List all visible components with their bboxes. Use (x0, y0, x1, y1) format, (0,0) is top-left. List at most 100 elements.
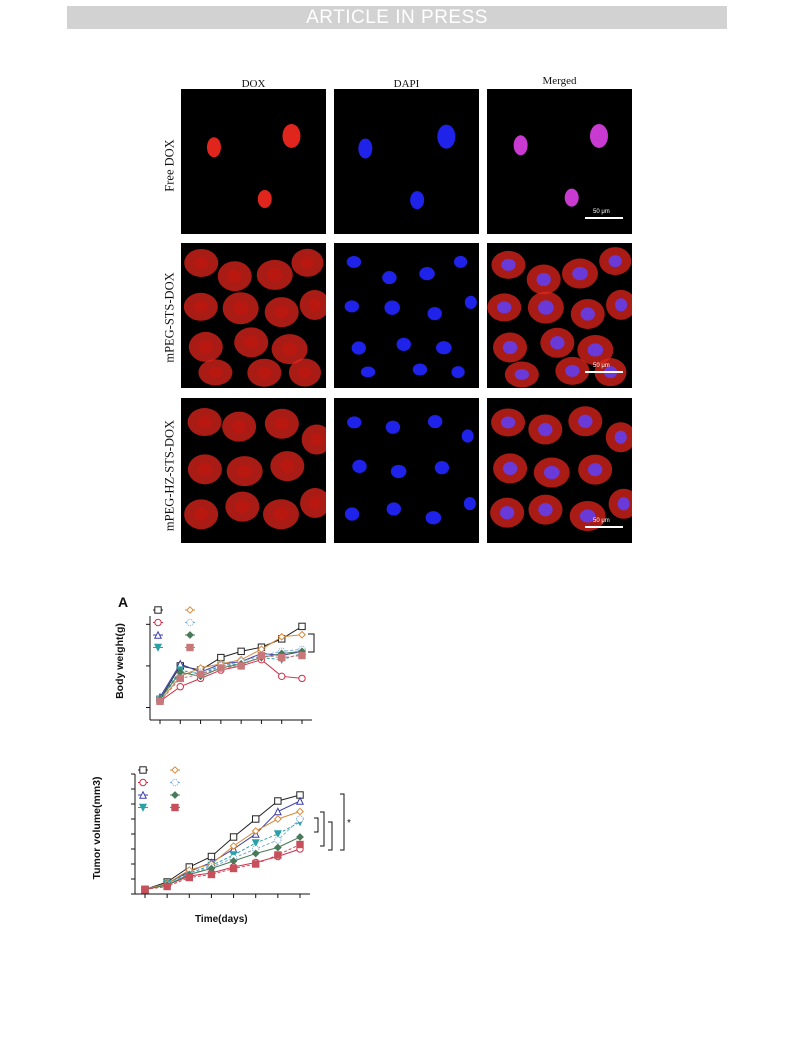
cell-nucleus (513, 135, 528, 156)
cell-nucleus (231, 420, 247, 434)
significance-bracket (320, 811, 325, 847)
cell-nucleus (617, 497, 630, 511)
cell-nucleus (235, 499, 250, 514)
series-line (144, 811, 301, 890)
cell-nucleus (193, 507, 209, 521)
cell-nucleus (308, 298, 321, 312)
cell-nucleus (587, 463, 603, 477)
cell-nucleus (193, 300, 209, 313)
cell-nucleus (344, 507, 360, 521)
data-point (207, 870, 216, 879)
cell-nucleus (451, 366, 465, 379)
data-point (229, 842, 238, 850)
cell-nucleus (608, 255, 622, 268)
data-point (251, 849, 260, 858)
data-point (252, 860, 260, 868)
cell-nucleus (538, 502, 553, 517)
cell-nucleus (453, 255, 468, 268)
data-point (274, 797, 282, 805)
cell-nucleus (347, 416, 362, 429)
data-point (295, 796, 305, 805)
cell-nucleus (208, 367, 223, 378)
data-point (296, 840, 304, 849)
cell-nucleus (385, 420, 401, 434)
data-point (154, 618, 162, 627)
cell-nucleus (536, 272, 551, 287)
cell-nucleus (587, 343, 604, 357)
data-point (186, 606, 194, 614)
column-title-merged: Merged (542, 75, 577, 87)
cell-nucleus (425, 511, 442, 525)
data-point (257, 651, 266, 660)
cell-nucleus (206, 137, 221, 158)
data-point (153, 630, 163, 639)
scale-bar-label: 50 μm (593, 363, 610, 369)
cell-nucleus (351, 341, 366, 355)
cell-nucleus (615, 298, 628, 312)
data-point (153, 643, 163, 652)
cell-nucleus (274, 417, 290, 431)
data-point (196, 670, 205, 678)
data-point (237, 662, 245, 670)
cell-nucleus (194, 256, 209, 269)
data-point (138, 803, 148, 812)
cell-nucleus (538, 300, 554, 315)
data-point (154, 606, 162, 614)
cell-nucleus (344, 300, 360, 313)
data-point (273, 830, 282, 839)
cell-nucleus (382, 271, 397, 285)
cell-nucleus (500, 416, 516, 429)
series-line (159, 648, 303, 700)
scale-bar (585, 371, 623, 373)
data-point (298, 630, 306, 639)
cell-nucleus (589, 123, 608, 148)
significance-bracket (308, 633, 315, 653)
cell-nucleus (514, 369, 530, 380)
cell-nucleus (243, 335, 259, 349)
cell-nucleus (390, 464, 407, 479)
data-point (229, 833, 238, 841)
cell-nucleus (352, 459, 367, 473)
cell-nucleus (427, 414, 443, 429)
cell-nucleus (578, 414, 593, 428)
cell-nucleus (502, 340, 518, 355)
cell-nucleus (410, 191, 425, 210)
column-title-dox: DOX (241, 78, 266, 90)
data-point (141, 885, 149, 894)
cell-nucleus (386, 502, 402, 516)
cell-nucleus (273, 507, 289, 521)
cell-nucleus (309, 496, 322, 510)
data-point (274, 836, 282, 844)
panel-letter-a: A (118, 594, 129, 610)
data-point (273, 815, 282, 823)
cell-nucleus (274, 305, 289, 319)
data-point (278, 653, 286, 662)
data-point (298, 651, 306, 660)
cell-nucleus (358, 138, 373, 159)
cell-nucleus (227, 269, 242, 283)
cell-nucleus (614, 430, 627, 444)
data-point (186, 631, 194, 639)
cell-nucleus (580, 307, 595, 321)
data-point (217, 664, 225, 672)
cell-nucleus (396, 337, 411, 351)
cell-nucleus (461, 429, 474, 443)
data-point (252, 815, 260, 823)
microscopy-panel-free-dox-dapi (334, 89, 479, 234)
microscopy-panel-free-dox-dox (181, 89, 326, 234)
cell-nucleus (300, 256, 315, 269)
cell-nucleus (538, 422, 553, 437)
time-axis-label: Time(days) (195, 914, 248, 925)
microscopy-panel-mpeg-sts-dox-merged: 50 μm (487, 243, 632, 388)
data-point (251, 827, 260, 835)
cell-nucleus (236, 464, 253, 478)
cell-nucleus (436, 341, 452, 355)
data-point (171, 791, 179, 799)
data-point (229, 864, 238, 873)
significance-star: * (347, 818, 351, 829)
cell-nucleus (298, 366, 312, 379)
cell-nucleus (572, 266, 588, 281)
cell-nucleus (282, 123, 301, 148)
cell-nucleus (437, 124, 456, 149)
